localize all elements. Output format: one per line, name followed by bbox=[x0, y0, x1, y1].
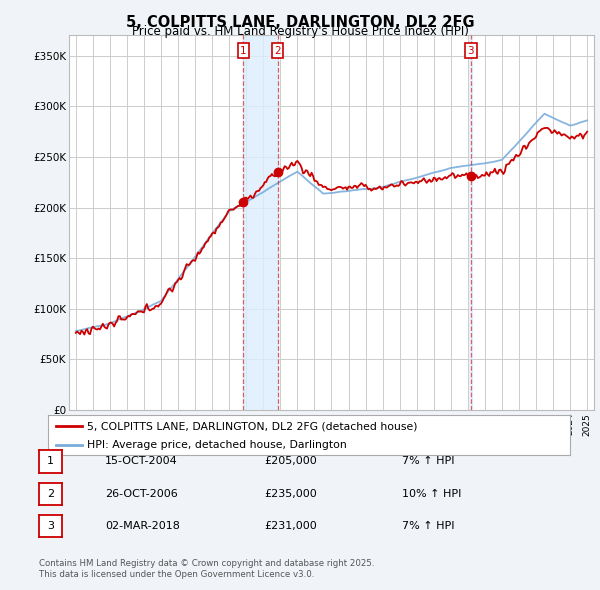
Text: 5, COLPITTS LANE, DARLINGTON, DL2 2FG (detached house): 5, COLPITTS LANE, DARLINGTON, DL2 2FG (d… bbox=[87, 421, 418, 431]
Bar bbox=[469, 35, 472, 410]
Text: £235,000: £235,000 bbox=[264, 489, 317, 499]
Text: 5, COLPITTS LANE, DARLINGTON, DL2 2FG: 5, COLPITTS LANE, DARLINGTON, DL2 2FG bbox=[125, 15, 475, 30]
Text: 2: 2 bbox=[274, 45, 281, 55]
Text: 7% ↑ HPI: 7% ↑ HPI bbox=[402, 457, 455, 466]
Text: 3: 3 bbox=[467, 45, 474, 55]
Text: HPI: Average price, detached house, Darlington: HPI: Average price, detached house, Darl… bbox=[87, 440, 347, 450]
Text: 1: 1 bbox=[240, 45, 247, 55]
Text: 1: 1 bbox=[47, 457, 54, 466]
Text: This data is licensed under the Open Government Licence v3.0.: This data is licensed under the Open Gov… bbox=[39, 571, 314, 579]
Text: 10% ↑ HPI: 10% ↑ HPI bbox=[402, 489, 461, 499]
Text: Price paid vs. HM Land Registry's House Price Index (HPI): Price paid vs. HM Land Registry's House … bbox=[131, 25, 469, 38]
Text: 02-MAR-2018: 02-MAR-2018 bbox=[105, 522, 180, 531]
Text: £205,000: £205,000 bbox=[264, 457, 317, 466]
Text: 26-OCT-2006: 26-OCT-2006 bbox=[105, 489, 178, 499]
Text: £231,000: £231,000 bbox=[264, 522, 317, 531]
Bar bbox=[244, 35, 278, 410]
Text: 7% ↑ HPI: 7% ↑ HPI bbox=[402, 522, 455, 531]
Text: Contains HM Land Registry data © Crown copyright and database right 2025.: Contains HM Land Registry data © Crown c… bbox=[39, 559, 374, 568]
Text: 3: 3 bbox=[47, 522, 54, 531]
Text: 15-OCT-2004: 15-OCT-2004 bbox=[105, 457, 178, 466]
Text: 2: 2 bbox=[47, 489, 54, 499]
